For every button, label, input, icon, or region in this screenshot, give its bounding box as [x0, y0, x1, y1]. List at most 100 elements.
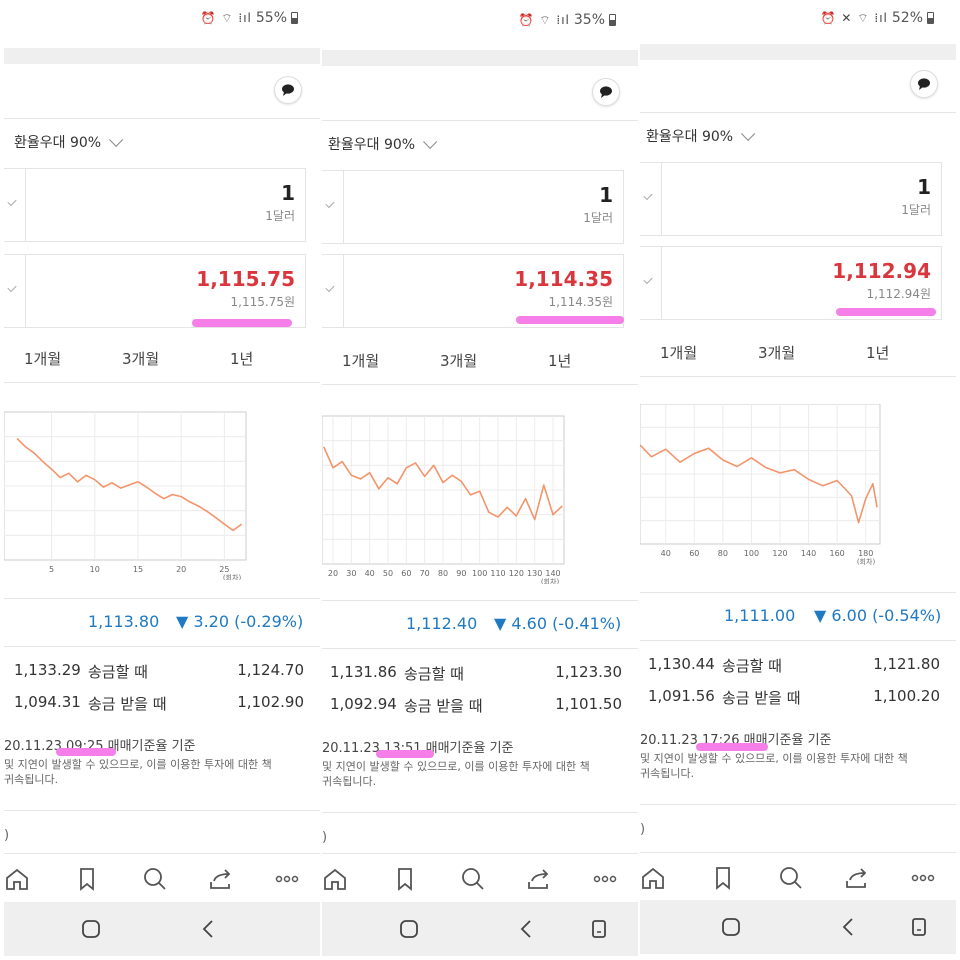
tab-1-month[interactable]: 1개월 — [24, 350, 62, 368]
from-amount-input[interactable]: 1 1달러 — [322, 170, 624, 244]
divider — [4, 382, 320, 383]
home-icon[interactable] — [640, 865, 666, 891]
status-bar: ⏰ ⌔ ⁞ıl 35% — [519, 12, 616, 28]
send-rate-pref: 1,123.30 — [555, 663, 622, 681]
send-rate: 1,133.29 — [14, 661, 81, 679]
basis-label: 매매기준율 기준 — [107, 739, 196, 754]
battery-icon — [291, 12, 298, 24]
preferential-rate-select[interactable]: 환율우대 90% — [14, 132, 124, 152]
status-bar: ⏰ ⌔ ⁞ıl 55% — [201, 10, 298, 26]
tab-1-year[interactable]: 1년 — [866, 344, 890, 362]
chat-button[interactable] — [274, 76, 302, 104]
tab-3-month[interactable]: 3개월 — [758, 344, 796, 362]
from-amount-unit: 1달러 — [265, 209, 295, 223]
x-tick-label: 80 — [438, 569, 448, 578]
share-icon[interactable] — [208, 866, 234, 892]
home-icon[interactable] — [322, 866, 348, 892]
truncated-text: ) — [640, 822, 646, 837]
to-amount-input[interactable]: 1,115.75 1,115.75원 — [4, 254, 306, 328]
disclaimer-line-1: 및 지연이 발생할 수 있으므로, 이를 이용한 투자에 대한 책 — [322, 760, 590, 773]
send-rate-pref: 1,124.70 — [237, 661, 304, 679]
bookmark-icon[interactable] — [74, 866, 100, 892]
currency-select[interactable] — [322, 255, 344, 327]
preferential-rate-select[interactable]: 환율우대 90% — [646, 126, 756, 146]
highlight-mark — [56, 748, 116, 756]
highlight-mark — [376, 750, 434, 758]
rate-change: ▼ 6.00 (-0.54%) — [814, 606, 942, 625]
chat-button[interactable] — [592, 78, 620, 106]
tab-1-year[interactable]: 1년 — [230, 350, 254, 368]
rate-line — [640, 444, 878, 524]
search-icon[interactable] — [460, 866, 486, 892]
currency-select[interactable] — [640, 247, 662, 319]
more-icon[interactable] — [274, 866, 300, 892]
tab-3-month[interactable]: 3개월 — [122, 350, 160, 368]
status-icons: ⏰ ⌔ ⁞ıl — [518, 12, 570, 27]
currency-select[interactable] — [322, 171, 344, 243]
receive-rate: 1,094.31 — [14, 693, 81, 711]
back-icon[interactable] — [838, 916, 860, 942]
currency-select[interactable] — [640, 163, 662, 235]
tab-1-year[interactable]: 1년 — [548, 352, 572, 370]
more-icon[interactable] — [910, 865, 936, 891]
receive-rate-pref: 1,100.20 — [873, 687, 940, 705]
share-icon[interactable] — [844, 865, 870, 891]
rate-chart: 40 60 80 100 120 140 160 180 (회차) — [640, 404, 900, 576]
x-tick-label: 140 — [801, 549, 816, 558]
battery-icon — [927, 12, 934, 24]
x-tick-label: 110 — [490, 569, 505, 578]
divider — [640, 376, 956, 377]
home-icon[interactable] — [4, 866, 30, 892]
to-amount-input[interactable]: 1,114.35 1,114.35원 — [322, 254, 624, 328]
recents-icon[interactable] — [588, 918, 610, 944]
disclaimer-line-1: 및 지연이 발생할 수 있으므로, 이를 이용한 투자에 대한 책 — [640, 752, 908, 765]
basis-date: 20.11.23 — [640, 733, 698, 748]
recents-icon[interactable] — [908, 916, 930, 942]
divider — [322, 384, 638, 385]
browser-toolbar — [4, 854, 320, 906]
receive-rate: 1,092.94 — [330, 695, 397, 713]
x-tick-label: 10 — [90, 565, 100, 574]
rate-chart-svg: 20 30 40 50 60 70 80 90 100 110 120 130 140(회차) — [322, 415, 565, 584]
base-rate: 1,113.80 — [88, 612, 160, 631]
battery-level: 35% — [573, 12, 605, 28]
bookmark-icon[interactable] — [710, 865, 736, 891]
from-amount-input[interactable]: 1 1달러 — [4, 168, 306, 242]
to-amount-input[interactable]: 1,112.94 1,112.94원 — [640, 246, 942, 320]
x-tick-label: 100 — [744, 549, 759, 558]
tab-3-month[interactable]: 3개월 — [440, 352, 478, 370]
back-icon[interactable] — [516, 918, 538, 944]
highlight-mark — [696, 743, 768, 751]
divider — [322, 50, 638, 66]
preferential-rate-select[interactable]: 환율우대 90% — [328, 134, 438, 154]
tab-1-month[interactable]: 1개월 — [660, 344, 698, 362]
x-tick-label: 90 — [456, 569, 466, 578]
divider — [322, 600, 638, 601]
search-icon[interactable] — [142, 866, 168, 892]
more-icon[interactable] — [592, 866, 618, 892]
back-icon[interactable] — [198, 918, 220, 944]
home-circle-icon[interactable] — [720, 916, 742, 942]
chevron-down-icon — [109, 132, 124, 147]
to-amount-value: 1,114.35 — [514, 267, 613, 291]
home-circle-icon[interactable] — [398, 918, 420, 944]
battery-level: 52% — [891, 10, 923, 26]
chevron-down-icon — [423, 134, 438, 149]
from-amount-input[interactable]: 1 1달러 — [640, 162, 942, 236]
bookmark-icon[interactable] — [392, 866, 418, 892]
currency-select[interactable] — [4, 169, 26, 241]
share-icon[interactable] — [526, 866, 552, 892]
search-icon[interactable] — [778, 865, 804, 891]
chat-button[interactable] — [910, 70, 938, 98]
divider — [640, 112, 956, 113]
to-amount-value: 1,112.94 — [832, 259, 931, 283]
receive-label: 송금 받을 때 — [88, 695, 167, 713]
battery-icon — [609, 14, 616, 26]
send-label: 송금할 때 — [722, 657, 782, 675]
currency-select[interactable] — [4, 255, 26, 327]
tab-1-month[interactable]: 1개월 — [342, 352, 380, 370]
divider — [322, 853, 638, 854]
status-icons: ⏰ ⌔ ⁞ıl — [200, 10, 252, 25]
chevron-down-icon — [325, 198, 335, 209]
home-circle-icon[interactable] — [80, 918, 102, 944]
